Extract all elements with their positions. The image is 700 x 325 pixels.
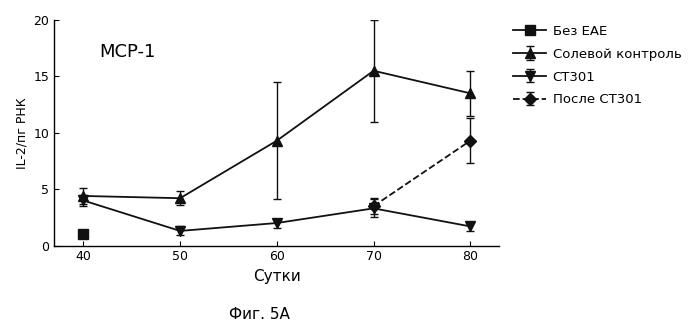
Text: Фиг. 5А: Фиг. 5А xyxy=(229,307,289,322)
Y-axis label: IL-2/пг РНК: IL-2/пг РНК xyxy=(15,97,28,169)
Text: MCP-1: MCP-1 xyxy=(99,43,155,60)
Legend: Без ЕАЕ, Солевой контроль, СТ301, После СТ301: Без ЕАЕ, Солевой контроль, СТ301, После … xyxy=(510,22,684,109)
X-axis label: Сутки: Сутки xyxy=(253,269,301,284)
